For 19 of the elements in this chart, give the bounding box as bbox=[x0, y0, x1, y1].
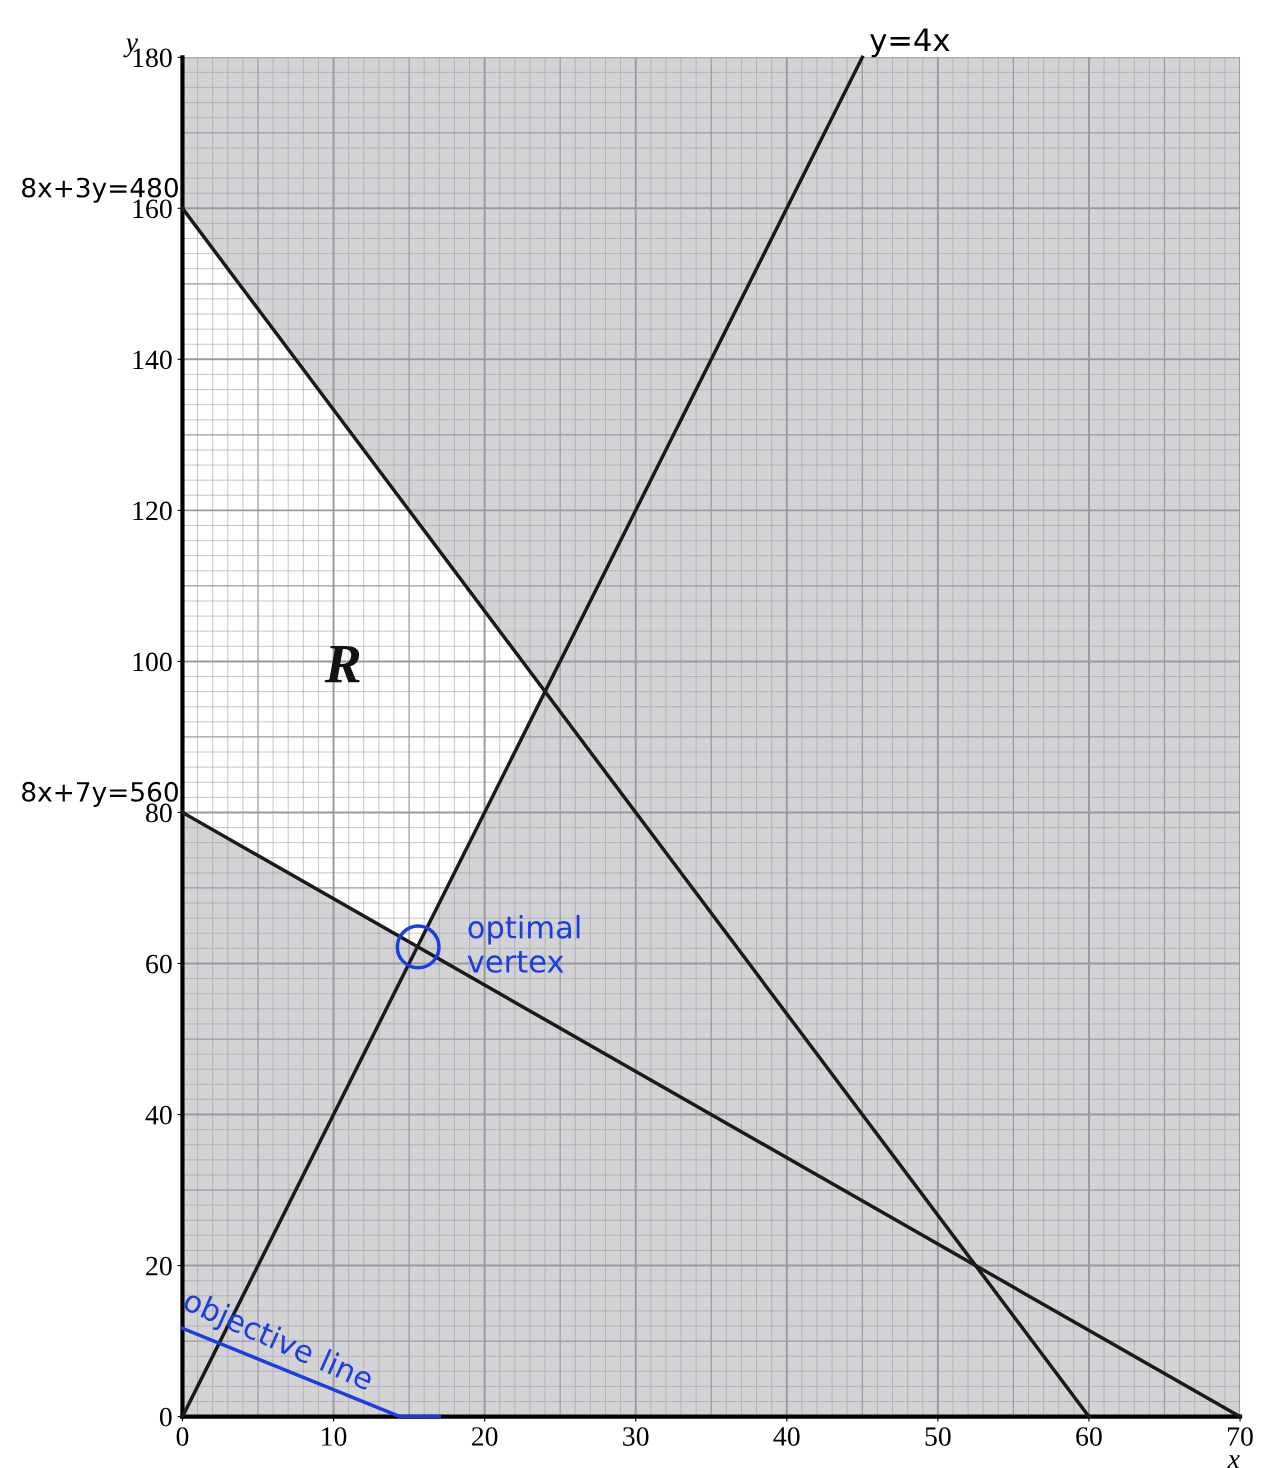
annotation: R bbox=[324, 645, 360, 683]
x-tick-label: 10 bbox=[322, 1427, 347, 1446]
y-tick-label: 100 bbox=[133, 652, 172, 672]
x-tick-label: 60 bbox=[1076, 1427, 1102, 1446]
y-tick-label: 120 bbox=[133, 501, 172, 521]
x-tick-label: 30 bbox=[623, 1427, 649, 1446]
x-tick-label: 50 bbox=[925, 1427, 951, 1446]
x-tick-label: 20 bbox=[471, 1427, 498, 1446]
annotation: optimal vertex bbox=[467, 914, 580, 973]
y-tick-label: 60 bbox=[146, 954, 172, 974]
annotation: y=4x bbox=[870, 28, 950, 58]
x-tick-label: 40 bbox=[773, 1427, 800, 1446]
y-tick-label: 0 bbox=[159, 1407, 172, 1427]
x-tick-label: 0 bbox=[176, 1427, 189, 1446]
y-tick-label: 140 bbox=[133, 350, 172, 370]
x-tick-label: 70 bbox=[1227, 1427, 1253, 1446]
x-axis-title: x bbox=[1227, 1455, 1240, 1468]
y-tick-label: 40 bbox=[145, 1105, 172, 1125]
y-tick-label: 20 bbox=[146, 1256, 172, 1276]
